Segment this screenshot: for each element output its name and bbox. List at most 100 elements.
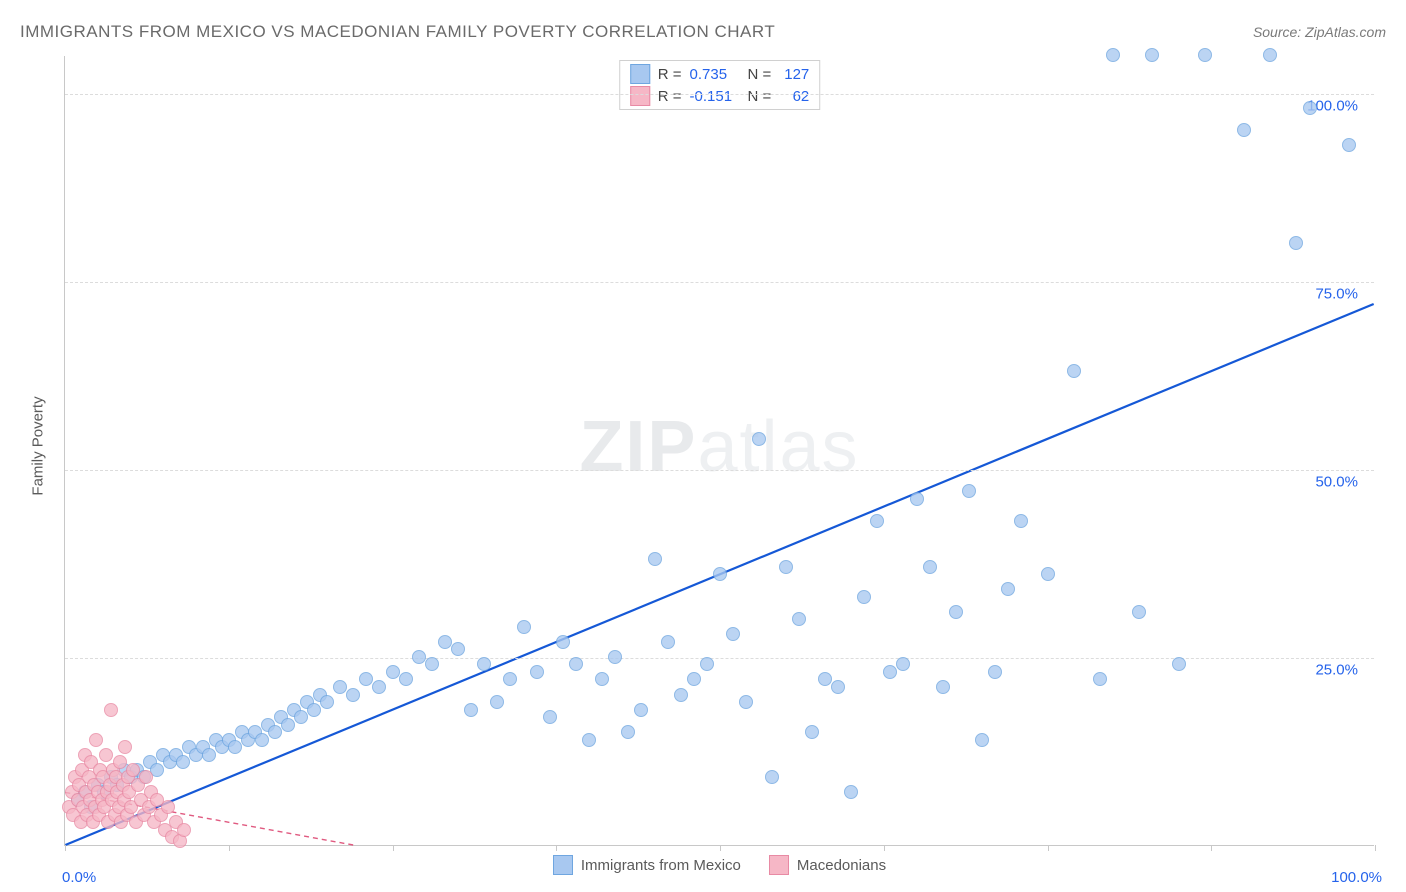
y-axis-label: Family Poverty [30,396,47,495]
chart-title: IMMIGRANTS FROM MEXICO VS MACEDONIAN FAM… [20,22,775,42]
x-tick [393,845,394,851]
data-point [1198,48,1212,62]
data-point [1263,48,1277,62]
data-point [608,650,622,664]
y-tick-label: 25.0% [1315,661,1358,678]
x-tick [65,845,66,851]
data-point [1001,582,1015,596]
source-attribution: Source: ZipAtlas.com [1253,24,1386,40]
data-point [1106,48,1120,62]
data-point [281,718,295,732]
data-point [1132,605,1146,619]
x-axis-min: 0.0% [62,869,96,886]
gridline [65,94,1374,95]
x-axis-max: 100.0% [1331,869,1382,886]
data-point [739,695,753,709]
data-point [975,733,989,747]
data-point [700,657,714,671]
data-point [857,590,871,604]
data-point [896,657,910,671]
data-point [634,703,648,717]
data-point [464,703,478,717]
data-point [569,657,583,671]
data-point [202,748,216,762]
data-point [503,672,517,686]
scatter-plot-area: ZIPatlas R = 0.735 N = 127 R = -0.151 N … [64,56,1374,846]
data-point [126,763,140,777]
data-point [307,703,321,717]
data-point [386,665,400,679]
data-point [805,725,819,739]
data-point [228,740,242,754]
x-tick [884,845,885,851]
data-point [543,710,557,724]
data-point [621,725,635,739]
data-point [556,635,570,649]
data-point [89,733,103,747]
data-point [451,642,465,656]
data-point [1303,101,1317,115]
gridline [65,470,1374,471]
data-point [320,695,334,709]
swatch-macedonian [769,855,789,875]
data-point [346,688,360,702]
data-point [1014,514,1028,528]
x-tick [1375,845,1376,851]
data-point [517,620,531,634]
data-point [490,695,504,709]
gridline [65,282,1374,283]
data-point [661,635,675,649]
data-point [1145,48,1159,62]
data-point [294,710,308,724]
data-point [176,755,190,769]
data-point [779,560,793,574]
data-point [844,785,858,799]
x-tick [1048,845,1049,851]
data-point [477,657,491,671]
data-point [949,605,963,619]
x-tick [556,845,557,851]
data-point [687,672,701,686]
data-point [674,688,688,702]
data-point [177,823,191,837]
data-point [104,703,118,717]
data-point [962,484,976,498]
data-point [870,514,884,528]
data-point [1041,567,1055,581]
data-point [372,680,386,694]
legend-item-macedonian: Macedonians [769,855,886,875]
series-legend: Immigrants from Mexico Macedonians [65,855,1374,875]
legend-label: Macedonians [797,857,886,874]
x-tick [229,845,230,851]
data-point [726,627,740,641]
data-point [792,612,806,626]
data-point [99,748,113,762]
x-tick [1211,845,1212,851]
swatch-mexico [553,855,573,875]
header: IMMIGRANTS FROM MEXICO VS MACEDONIAN FAM… [20,18,1386,46]
data-point [113,755,127,769]
data-point [1067,364,1081,378]
data-point [118,740,132,754]
data-point [883,665,897,679]
data-point [438,635,452,649]
data-point [831,680,845,694]
data-point [818,672,832,686]
data-point [425,657,439,671]
data-point [359,672,373,686]
data-point [412,650,426,664]
legend-item-mexico: Immigrants from Mexico [553,855,741,875]
y-tick-label: 75.0% [1315,285,1358,302]
data-point [255,733,269,747]
data-point [139,770,153,784]
data-point [1289,236,1303,250]
data-point [530,665,544,679]
data-point [333,680,347,694]
data-point [1172,657,1186,671]
data-point [1342,138,1356,152]
y-tick-label: 50.0% [1315,473,1358,490]
data-point [595,672,609,686]
data-point [648,552,662,566]
data-point [399,672,413,686]
data-point [582,733,596,747]
